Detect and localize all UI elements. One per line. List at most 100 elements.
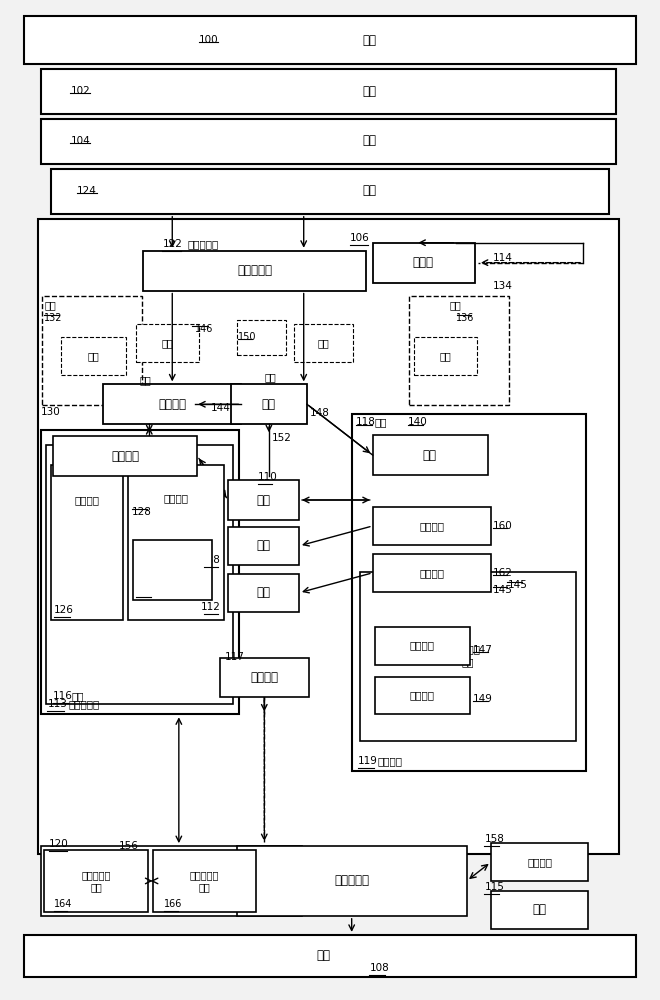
Text: 第一末端: 第一末端 [75,495,99,505]
Text: 154: 154 [136,585,156,595]
Text: 164: 164 [54,899,73,909]
Text: 轴线: 轴线 [317,338,329,348]
Text: 132: 132 [44,313,63,323]
Text: 第一最大旋
转角: 第一最大旋 转角 [81,870,111,892]
Bar [24,935,636,977]
Text: 140: 140 [408,417,427,427]
Bar [237,846,467,916]
Text: 138: 138 [201,555,220,565]
Text: 开口: 开口 [423,449,437,462]
Bar [44,850,148,912]
Text: 147: 147 [473,645,493,655]
Bar [51,169,609,214]
Text: 110: 110 [257,472,277,482]
Text: 145: 145 [493,585,513,595]
Text: 100: 100 [199,35,218,45]
Text: 134: 134 [493,281,513,291]
Text: 第一长度: 第一长度 [409,641,434,651]
Bar [220,658,309,697]
Text: 第一位置: 第一位置 [419,521,444,531]
Text: 偏心几何: 偏心几何 [455,645,480,655]
Text: 连接: 连接 [264,372,276,382]
Bar [373,507,491,545]
Bar [133,540,212,600]
Bar [152,850,256,912]
Bar [128,465,224,620]
Text: 销件: 销件 [257,494,271,507]
Bar [38,219,619,854]
Text: 113: 113 [48,699,67,709]
Bar [414,337,477,375]
Bar [375,627,470,665]
Text: 结构: 结构 [362,184,376,197]
Bar [352,414,586,771]
Text: 尾部: 尾部 [362,134,376,147]
Text: 构型: 构型 [462,658,475,668]
Bar [103,384,242,424]
Text: 156: 156 [118,841,138,851]
Text: 126: 126 [54,605,74,615]
Text: 凸轮: 凸轮 [375,417,387,427]
Text: 细长开口: 细长开口 [111,450,139,463]
Text: 145: 145 [508,580,527,590]
Text: 130: 130 [41,407,61,417]
Text: 162: 162 [493,568,513,578]
Bar [143,251,366,291]
Text: 102: 102 [71,86,90,96]
Text: 第二位置: 第二位置 [419,568,444,578]
Text: 106: 106 [350,233,370,243]
Text: 104: 104 [71,136,90,146]
Text: 148: 148 [310,408,330,418]
Text: 轴线: 轴线 [439,351,451,361]
Text: 细长形结构: 细长形结构 [69,699,100,709]
Text: 尾橇装配件: 尾橇装配件 [187,239,218,249]
Bar [373,554,491,592]
Bar [53,436,197,476]
Bar [232,384,307,424]
Text: 115: 115 [484,882,504,892]
Text: 158: 158 [484,834,504,844]
Bar [375,677,470,714]
Text: 150: 150 [238,332,257,342]
Text: 杠杆: 杠杆 [71,691,84,701]
Bar [41,119,616,164]
Text: 减震器: 减震器 [412,256,434,269]
Text: 160: 160 [493,521,513,531]
Text: 112: 112 [201,602,220,612]
Text: 146: 146 [195,324,214,334]
Text: 119: 119 [358,756,378,766]
Text: 力矩: 力矩 [262,398,276,411]
Bar [228,527,299,565]
Bar [136,324,199,362]
Bar [51,465,123,620]
Text: 连接: 连接 [44,301,56,311]
Text: 第二末端: 第二末端 [163,493,188,503]
Text: 位置: 位置 [166,565,178,575]
Text: 连接: 连接 [139,375,151,385]
Text: 着陆: 着陆 [257,586,271,599]
Text: 致动系统: 致动系统 [158,398,186,411]
Text: 122: 122 [162,239,182,249]
Text: 166: 166 [164,899,183,909]
Text: 部署装置: 部署装置 [378,756,403,766]
Text: 144: 144 [211,403,230,413]
Text: 116: 116 [53,691,73,701]
Text: 第二长度: 第二长度 [409,690,434,700]
Bar [228,574,299,612]
Text: 轴线: 轴线 [88,351,99,361]
Text: 细长形构件: 细长形构件 [237,264,272,277]
Text: 120: 120 [49,839,69,849]
Text: 117: 117 [225,652,245,662]
Bar [491,843,588,881]
Bar [373,435,488,475]
Bar [41,69,616,114]
Bar [41,430,240,714]
Text: 起飞: 起飞 [257,539,271,552]
Bar [228,480,299,520]
Text: 108: 108 [370,963,389,973]
Text: 最大旋转角: 最大旋转角 [334,874,369,887]
Bar [46,445,234,704]
Text: 接触构件: 接触构件 [250,671,279,684]
Text: 表面: 表面 [316,949,331,962]
Text: 124: 124 [77,186,97,196]
